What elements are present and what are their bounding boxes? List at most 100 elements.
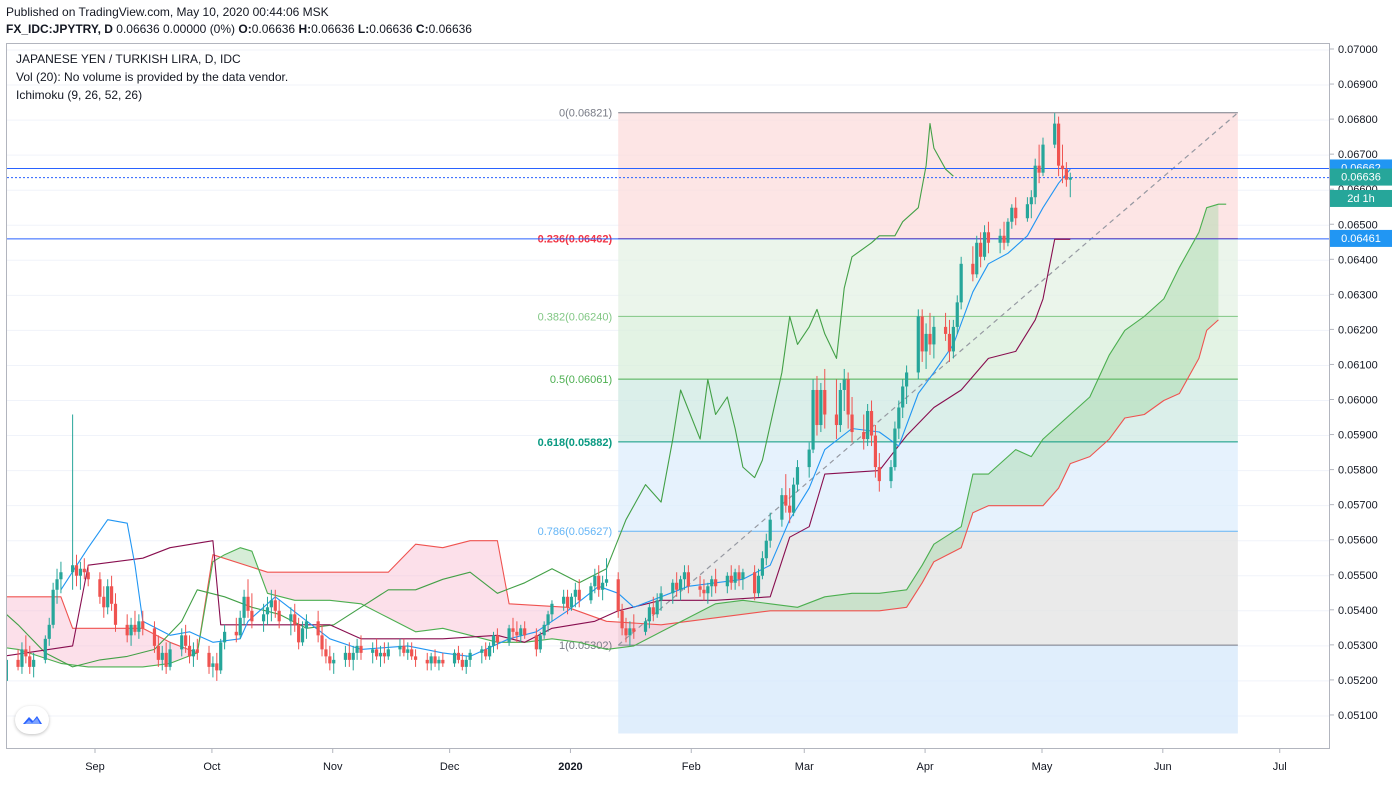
candle (59, 561, 63, 594)
candle (78, 561, 83, 590)
candle-body (982, 232, 987, 257)
candle-body (729, 575, 733, 583)
candle (834, 379, 839, 440)
candle-body (410, 649, 414, 657)
candle-body (788, 505, 792, 513)
fib-level-label: 1(0.05302) (559, 640, 612, 652)
candle-body (823, 389, 827, 415)
candle (916, 309, 920, 380)
candle (289, 607, 293, 636)
candle (141, 610, 145, 636)
chart-pane[interactable]: 0(0.06821) 0.236(0.06462) 0.382(0.06240) 0.… (6, 43, 1330, 749)
candle-body (297, 624, 301, 643)
candle (374, 638, 379, 660)
fib-trend-line (617, 112, 1239, 646)
candle (628, 621, 632, 646)
candle-body (16, 659, 20, 667)
candle-body (480, 649, 484, 653)
candle (893, 421, 897, 471)
candle (924, 323, 928, 369)
candle (975, 235, 979, 278)
candle-body (795, 467, 800, 485)
candle (714, 568, 718, 594)
candle-body (24, 649, 28, 657)
candle-body (1053, 123, 1057, 145)
candle-body (686, 572, 690, 587)
price-marker-label: 2d 1h (1347, 193, 1375, 205)
candle-body (343, 652, 348, 660)
candle-body (133, 624, 137, 632)
candle (234, 617, 238, 643)
candle (659, 586, 663, 611)
candle (932, 316, 936, 359)
candle-body (1006, 221, 1010, 243)
candle (413, 649, 418, 667)
time-axis-label: Apr (917, 761, 934, 773)
candle (316, 610, 320, 643)
candle-body (382, 652, 386, 657)
price-marker-label: 0.06461 (1341, 233, 1381, 245)
price-axis-label: 0.06100 (1338, 359, 1378, 371)
time-axis[interactable]: Sep Oct Nov Dec 2020 Feb Mar Apr May Jun Jul (6, 749, 1330, 786)
price-axis[interactable]: 0.070000.069000.068000.067000.066000.065… (1330, 43, 1396, 749)
price-marker: 2d 1h (1330, 189, 1392, 207)
candle (398, 638, 402, 657)
candle-body (866, 411, 870, 440)
candle (297, 617, 301, 650)
candle (378, 645, 383, 667)
candle (215, 652, 219, 681)
legend-ichimoku: Ichimoku (9, 26, 52, 26) (16, 88, 143, 102)
candle (959, 256, 963, 310)
candle-body (632, 628, 636, 632)
candle-body (152, 628, 157, 646)
candle-body (71, 565, 75, 573)
candle-body (784, 495, 788, 506)
candle-body (1064, 169, 1068, 180)
candle (1006, 218, 1010, 247)
candle-body (82, 568, 86, 573)
candle-body (433, 656, 437, 664)
candle (756, 568, 761, 597)
candle-body (725, 575, 729, 587)
candle-body (156, 645, 160, 660)
price-chart[interactable]: 0(0.06821) 0.236(0.06462) 0.382(0.06240) 0.… (7, 44, 1330, 749)
candle-body (187, 645, 192, 657)
price-axis-label: 0.06400 (1338, 254, 1378, 266)
candle (164, 642, 168, 674)
candle (604, 558, 609, 587)
candle-body (647, 607, 651, 622)
candle (425, 652, 429, 671)
candle (28, 645, 32, 674)
price-axis-label: 0.05500 (1338, 570, 1378, 582)
price-axis-label: 0.05900 (1338, 430, 1378, 442)
candle (562, 589, 566, 611)
candle (538, 631, 542, 653)
candle-body (1060, 165, 1065, 170)
candle (488, 642, 492, 660)
candle-body (850, 414, 854, 433)
candle (791, 477, 796, 517)
candle (347, 642, 351, 667)
candle-body (834, 414, 839, 426)
price-marker: 0.06461 (1330, 229, 1392, 247)
candle-body (374, 649, 379, 657)
price-axis-label: 0.05800 (1338, 465, 1378, 477)
candle-body (620, 610, 624, 629)
candle-body (32, 659, 36, 667)
candle-body (534, 635, 538, 650)
fib-zone (618, 316, 1238, 380)
candle-body (764, 540, 768, 559)
candle-body (191, 649, 196, 657)
candle (246, 579, 250, 618)
candle (850, 396, 854, 443)
candle (129, 617, 133, 646)
time-axis-label: Sep (85, 761, 105, 773)
candle (947, 319, 952, 362)
candle (951, 319, 955, 359)
candle-body (780, 495, 784, 520)
candle (429, 652, 433, 671)
candle-body (714, 579, 718, 587)
tradingview-logo-icon[interactable] (15, 706, 49, 734)
price-axis-label: 0.06500 (1338, 219, 1378, 231)
candle-body (511, 628, 515, 632)
